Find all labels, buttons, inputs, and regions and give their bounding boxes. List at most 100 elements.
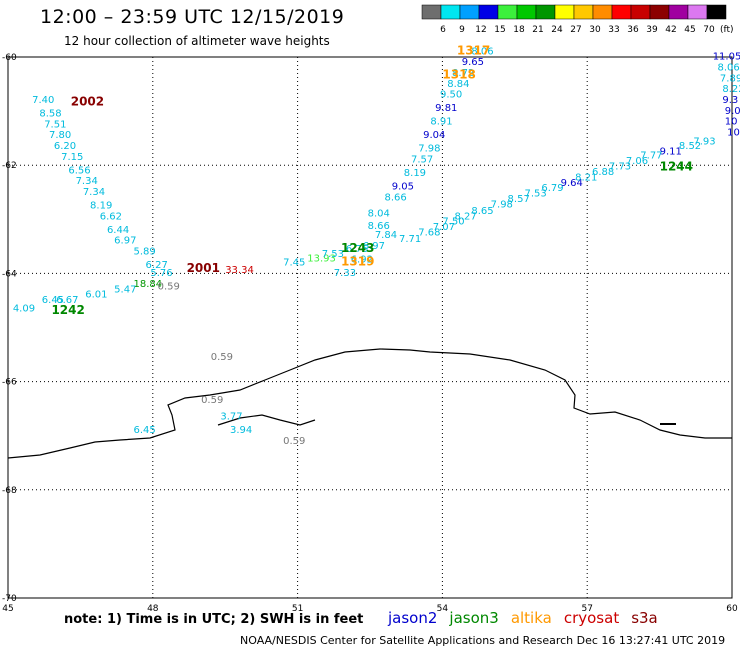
colorbar-swatch (421, 4, 442, 20)
swh-value: 9.05 (392, 182, 414, 193)
swh-value: 6.62 (100, 211, 122, 222)
colorbar-swatch (516, 4, 537, 20)
colorbar-tick: 15 (494, 25, 505, 35)
swh-value: 8.58 (39, 109, 61, 120)
satellite-jason3: jason3 (449, 609, 499, 627)
colorbar-tick: 6 (440, 25, 446, 35)
swh-value: 5.47 (114, 284, 136, 295)
swh-value: 6.79 (541, 183, 563, 194)
swh-value: 33.34 (225, 265, 254, 276)
colorbar-swatch (478, 4, 499, 20)
colorbar-swatch (440, 4, 461, 20)
colorbar-tick: 24 (551, 25, 563, 35)
swh-value: 8.19 (404, 168, 426, 179)
swh-value: 6.92 (351, 255, 373, 266)
swh-value: 10 (725, 117, 738, 128)
colorbar-swatch (687, 4, 708, 20)
swh-value: 3.77 (220, 411, 242, 422)
swh-value: 8.72 (452, 68, 474, 79)
satellite-legend: jason2 jason3 altika cryosat s3a (388, 609, 670, 627)
swh-value: 0.59 (201, 395, 223, 406)
swh-value: 8.22 (722, 84, 740, 95)
y-axis-label: -68 (2, 486, 17, 496)
swh-value: 5.89 (133, 246, 155, 257)
swh-value: 8.06 (471, 46, 493, 57)
coastline (7, 348, 732, 459)
satellite-cryosat: cryosat (563, 609, 620, 627)
swh-value: 6.76 (346, 244, 368, 255)
swh-value: 8.91 (430, 117, 452, 128)
x-axis-label: 45 (2, 604, 13, 614)
map-frame (7, 56, 733, 599)
credit-text: NOAA/NESDIS Center for Satellite Applica… (240, 634, 726, 647)
x-axis-label: 60 (726, 604, 738, 614)
colorbar-tick: 27 (570, 25, 581, 35)
colorbar-swatch (592, 4, 613, 20)
swh-value: 0.59 (211, 352, 233, 363)
swh-value: 7.33 (334, 268, 356, 279)
swh-value: 7.73 (609, 162, 631, 173)
swh-value: 9.11 (660, 146, 682, 157)
satellite-jason2: jason2 (388, 609, 438, 627)
swh-value: 8.21 (575, 172, 597, 183)
swh-value: 9.81 (435, 103, 457, 114)
swh-value: 5.76 (150, 268, 172, 279)
swh-value: 9.50 (440, 90, 462, 101)
swh-value: 0.59 (283, 436, 305, 447)
swh-value: 7.34 (76, 176, 98, 187)
swh-value: 6.44 (107, 225, 129, 236)
swh-value: 8.27 (454, 211, 476, 222)
x-axis-label: 48 (147, 604, 159, 614)
swh-value: 7.98 (418, 144, 440, 155)
swh-value: 6.20 (54, 141, 76, 152)
swh-value: 7.77 (640, 151, 662, 162)
swh-value: 8.57 (508, 194, 530, 205)
swh-value: 6.88 (592, 167, 614, 178)
colorbar-tick: 30 (589, 25, 601, 35)
swh-value: 7.98 (491, 199, 513, 210)
swh-value: 7.53 (322, 249, 344, 260)
swh-value: 7.06 (626, 156, 648, 167)
colorbar-tick: 9 (459, 25, 465, 35)
swh-value: 6.97 (363, 241, 385, 252)
y-axis-label: -62 (2, 161, 17, 171)
swh-value: 6.97 (114, 236, 136, 247)
swh-value: 8.04 (368, 209, 390, 220)
pass-label: 2001 (187, 261, 220, 275)
swh-value: 18.84 (133, 279, 162, 290)
swh-value: 6.01 (85, 290, 107, 301)
colorbar-tick: 39 (646, 25, 658, 35)
swh-value: 7.53 (524, 189, 546, 200)
pass-label: 1243 (341, 241, 374, 255)
swh-value: 8.19 (90, 200, 112, 211)
colorbar-swatch (497, 4, 518, 20)
swh-value: 10 (727, 127, 740, 138)
y-axis-label: -64 (2, 269, 17, 279)
colorbar-swatch (535, 4, 556, 20)
colorbar-tick: 21 (532, 25, 543, 35)
swh-value: 11.05 (713, 52, 740, 63)
pass-label: 1317 (457, 43, 490, 57)
x-axis-label: 57 (581, 604, 592, 614)
colorbar-tick: 70 (703, 25, 715, 35)
swh-value: 7.34 (83, 187, 105, 198)
swh-value: 7.07 (433, 222, 455, 233)
colorbar-tick: 36 (627, 25, 639, 35)
colorbar-swatch (668, 4, 689, 20)
satellite-altika: altika (510, 609, 552, 627)
colorbar-swatch (649, 4, 670, 20)
swh-value: 8.66 (368, 221, 390, 232)
swh-value: 8.84 (447, 79, 469, 90)
colorbar-swatch (573, 4, 594, 20)
y-axis-label: -70 (2, 594, 17, 604)
colorbar-tick: 12 (475, 25, 486, 35)
swh-value: 6.67 (56, 295, 78, 306)
swh-value: 8.52 (679, 141, 701, 152)
swh-value: 0.59 (158, 282, 180, 293)
swh-value: 7.80 (49, 130, 71, 141)
colorbar-tick: 18 (513, 25, 525, 35)
swh-value: 7.89 (720, 73, 740, 84)
swh-value: 9.64 (561, 178, 583, 189)
colorbar-swatch (630, 4, 651, 20)
colorbar-tick: 33 (608, 25, 619, 35)
